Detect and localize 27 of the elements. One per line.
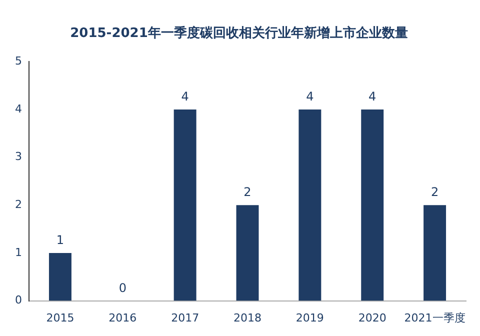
x-tick-label: 2015 [46, 311, 74, 324]
bar [48, 252, 72, 301]
y-tick-label: 0 [15, 294, 22, 307]
data-label: 4 [368, 90, 376, 104]
x-tick-label: 2017 [171, 311, 200, 324]
data-label: 4 [306, 90, 314, 104]
x-tick-label: 2021一季度 [404, 311, 466, 324]
chart-title: 2015-2021年一季度碳回收相关行业年新增上市企业数量 [70, 25, 408, 42]
data-label: 4 [181, 90, 189, 104]
bar [361, 109, 384, 301]
data-label: 2 [244, 185, 252, 200]
y-tick-label: 4 [15, 102, 22, 116]
y-tick-label: 2 [15, 198, 22, 211]
data-label: 2 [430, 185, 439, 200]
bar [298, 109, 322, 301]
x-tick-label: 2020 [358, 311, 386, 324]
bar [424, 205, 446, 301]
x-tick-label: 2019 [296, 311, 324, 324]
data-label: 1 [56, 233, 64, 248]
x-tick-label: 2018 [234, 311, 262, 324]
y-tick-label: 5 [15, 54, 22, 68]
x-tick-label: 2016 [108, 311, 137, 324]
y-tick-label: 3 [15, 150, 22, 164]
bar [236, 205, 259, 301]
y-tick-label: 1 [15, 246, 22, 259]
data-label: 0 [118, 280, 126, 295]
bar [174, 109, 196, 301]
